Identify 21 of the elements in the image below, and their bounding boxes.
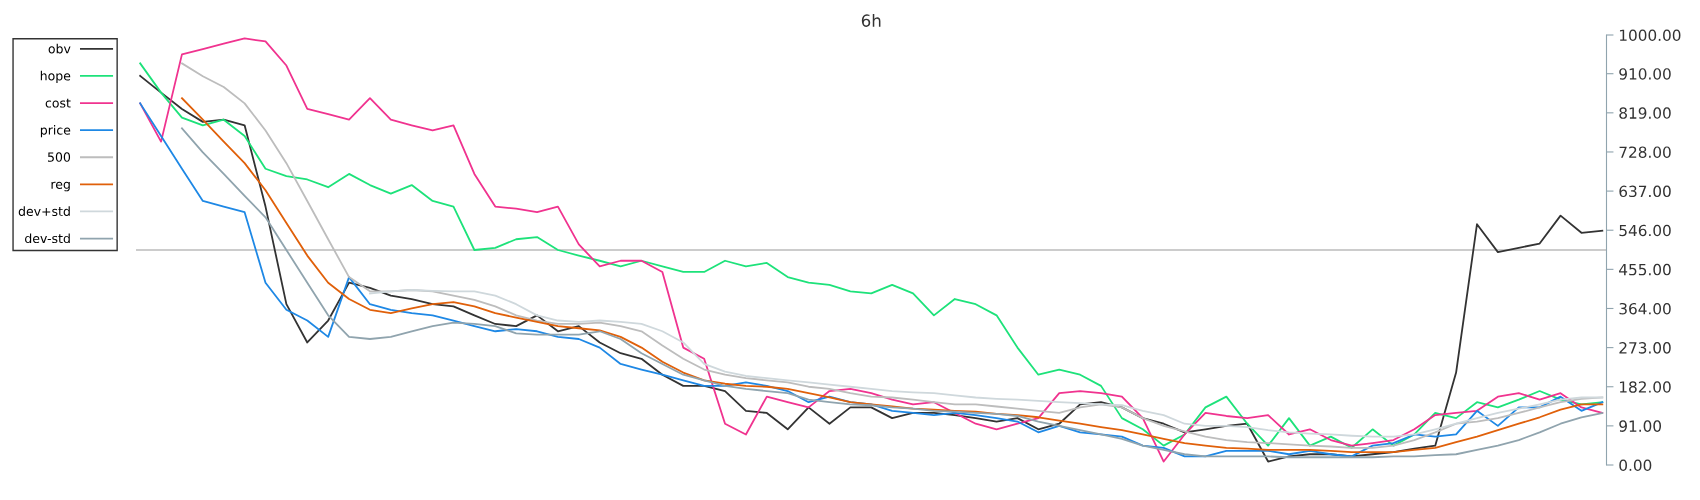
y-tick-label: 91.00 xyxy=(1619,420,1662,432)
legend-label: 500 xyxy=(48,152,71,162)
y-tick-label: 455.00 xyxy=(1619,263,1671,276)
chart-title: 6h xyxy=(861,14,881,27)
legend-label: cost xyxy=(45,98,71,108)
y-tick-label: 910.00 xyxy=(1619,68,1671,80)
y-tick-label: 546.00 xyxy=(1619,224,1671,237)
legend-label: price xyxy=(40,125,71,138)
y-tick-label: 819.00 xyxy=(1619,107,1671,119)
y-tick-label: 728.00 xyxy=(1619,146,1671,158)
legend-label: dev-std xyxy=(25,233,70,244)
y-tick-label: 182.00 xyxy=(1619,381,1671,393)
y-tick-label: 0.00 xyxy=(1619,459,1652,472)
y-tick-label: 364.00 xyxy=(1619,302,1671,315)
legend-label: dev+std xyxy=(18,206,70,217)
legend-label: obv xyxy=(48,43,71,54)
legend-label: reg xyxy=(51,181,70,192)
y-tick-label: 273.00 xyxy=(1619,342,1671,354)
y-tick-label: 1000.00 xyxy=(1619,29,1681,42)
y-tick-label: 637.00 xyxy=(1619,185,1671,198)
legend-label: hope xyxy=(40,70,71,83)
